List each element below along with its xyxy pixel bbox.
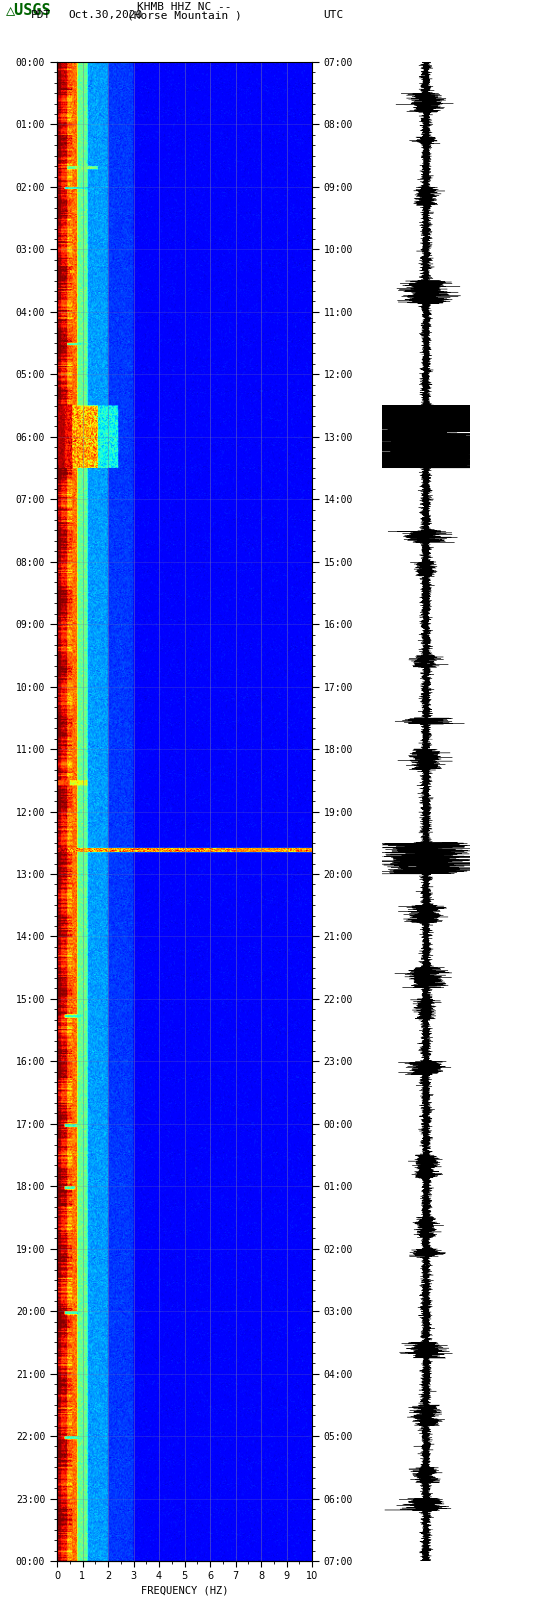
Text: (Horse Mountain ): (Horse Mountain ) (127, 11, 242, 21)
Text: Oct.30,2020: Oct.30,2020 (68, 11, 142, 21)
Text: UTC: UTC (323, 11, 343, 21)
Text: PDT: PDT (31, 11, 51, 21)
Text: △USGS: △USGS (6, 3, 51, 18)
Text: KHMB HHZ NC --: KHMB HHZ NC -- (137, 3, 232, 13)
X-axis label: FREQUENCY (HZ): FREQUENCY (HZ) (141, 1586, 228, 1595)
